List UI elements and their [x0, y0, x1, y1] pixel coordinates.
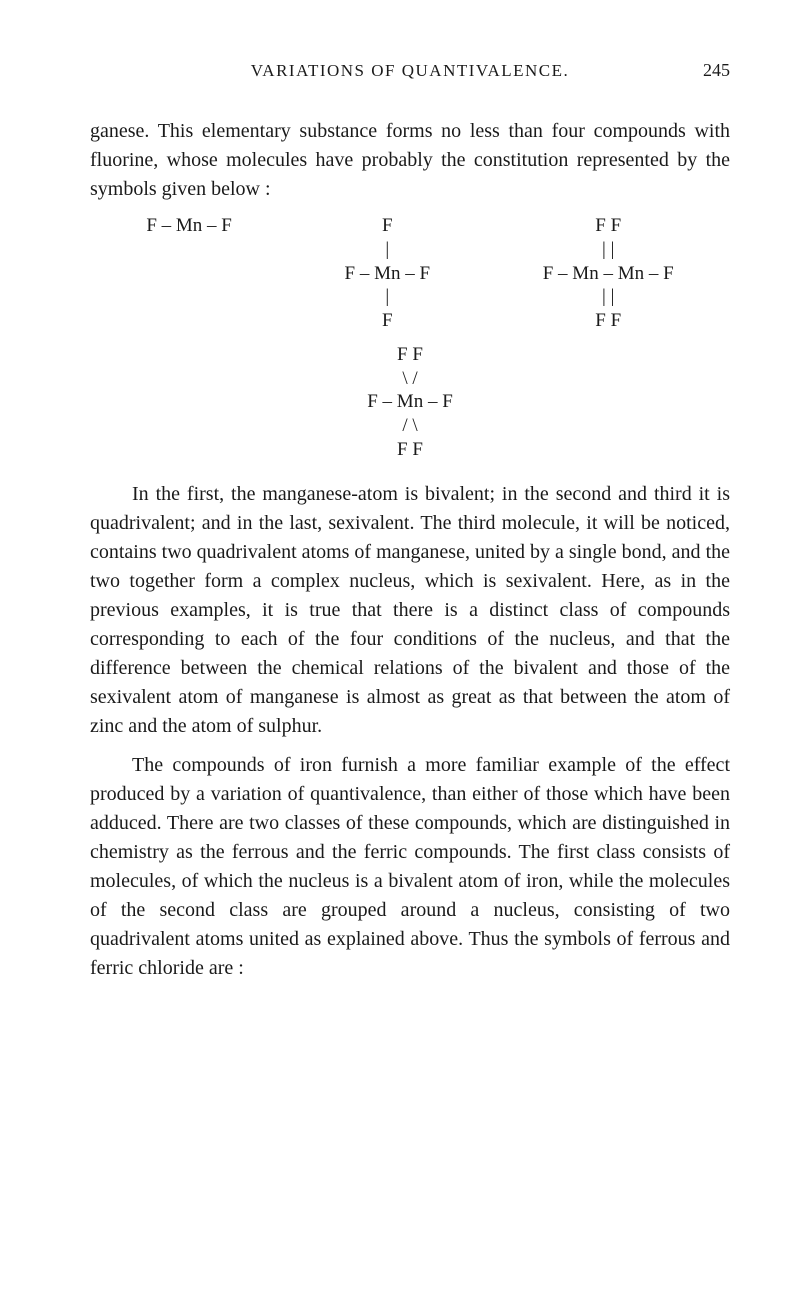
- formula-col-2: F | F – Mn – F | F: [345, 214, 431, 333]
- formula-line: | |: [543, 238, 674, 262]
- formula-line: F F: [543, 309, 674, 333]
- formula-line: F F: [543, 214, 674, 238]
- formula-col-3: F F | | F – Mn – Mn – F | | F F: [543, 214, 674, 333]
- page-container: 000 VARIATIONS OF QUANTIVALENCE. 245 gan…: [0, 0, 800, 1053]
- page-number: 245: [703, 60, 730, 81]
- formula-row-1: F – Mn – F F | F – Mn – F | F F F | | F …: [90, 214, 730, 333]
- formula-single: F F \ / F – Mn – F / \ F F: [90, 343, 730, 462]
- formula-line: F F: [90, 343, 730, 367]
- formula-line: F: [345, 214, 431, 238]
- formula-line: F – Mn – F: [90, 390, 730, 414]
- formula-line: F F: [90, 438, 730, 462]
- paragraph-3: The compounds of iron furnish a more fam…: [90, 751, 730, 983]
- formula-line: \ /: [90, 367, 730, 391]
- formula-line: / \: [90, 414, 730, 438]
- formula-line: F: [345, 309, 431, 333]
- formula-line: F – Mn – F: [345, 262, 431, 286]
- formula-col-1: F – Mn – F: [146, 214, 232, 333]
- formula-line: F – Mn – F: [146, 214, 232, 238]
- formula-line: F – Mn – Mn – F: [543, 262, 674, 286]
- formula-line: |: [345, 285, 431, 309]
- paragraph-1: ganese. This elementary substance forms …: [90, 117, 730, 204]
- formula-line: | |: [543, 285, 674, 309]
- header-title: VARIATIONS OF QUANTIVALENCE.: [137, 61, 683, 81]
- paragraph-2: In the first, the manganese-atom is biva…: [90, 480, 730, 741]
- formula-line: |: [345, 238, 431, 262]
- page-header: 000 VARIATIONS OF QUANTIVALENCE. 245: [90, 50, 730, 81]
